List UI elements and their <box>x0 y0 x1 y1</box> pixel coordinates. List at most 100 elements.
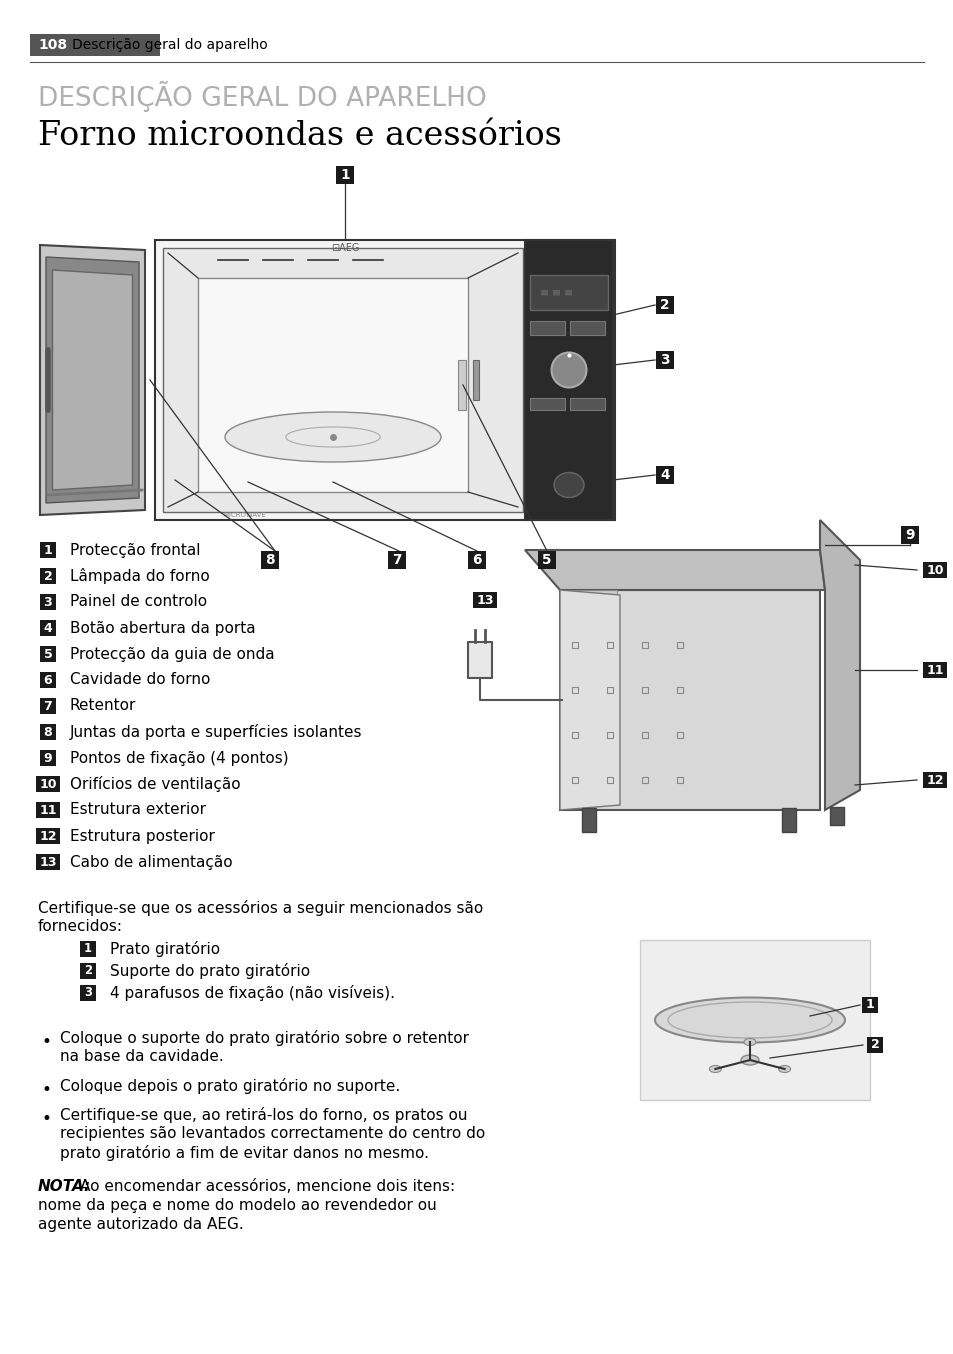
Text: 2: 2 <box>870 1039 879 1052</box>
Text: 5: 5 <box>44 647 52 661</box>
Text: 108: 108 <box>38 38 67 51</box>
Bar <box>530 398 564 410</box>
Text: Orifícios de ventilação: Orifícios de ventilação <box>70 776 240 792</box>
Bar <box>80 941 95 957</box>
Bar <box>163 248 522 512</box>
Bar <box>260 551 279 569</box>
Text: 7: 7 <box>392 552 401 567</box>
Bar <box>39 542 56 558</box>
Bar <box>564 783 613 789</box>
Bar <box>468 642 492 678</box>
Text: 2: 2 <box>44 570 52 582</box>
Text: Lâmpada do forno: Lâmpada do forno <box>70 567 210 584</box>
Text: agente autorizado da AEG.: agente autorizado da AEG. <box>38 1217 244 1232</box>
Text: 4 parafusos de fixação (não visíveis).: 4 parafusos de fixação (não visíveis). <box>110 984 395 1001</box>
Bar <box>923 662 945 678</box>
Text: NOTA:: NOTA: <box>38 1179 91 1194</box>
Text: 2: 2 <box>84 964 91 978</box>
Bar <box>564 726 613 734</box>
Text: Ao encomendar acessórios, mencione dois itens:: Ao encomendar acessórios, mencione dois … <box>80 1179 455 1194</box>
Text: 8: 8 <box>44 726 52 738</box>
Bar <box>861 997 878 1013</box>
Text: Coloque o suporte do prato giratório sobre o retentor: Coloque o suporte do prato giratório sob… <box>60 1030 469 1047</box>
Bar <box>388 551 406 569</box>
Text: 7: 7 <box>44 700 52 712</box>
Text: Suporte do prato giratório: Suporte do prato giratório <box>110 963 310 979</box>
Text: 9: 9 <box>904 528 914 542</box>
Bar <box>564 670 613 678</box>
Text: Retentor: Retentor <box>70 699 136 714</box>
Text: Painel de controlo: Painel de controlo <box>70 594 207 609</box>
Text: Cabo de alimentação: Cabo de alimentação <box>70 854 233 869</box>
Bar <box>80 963 95 979</box>
Bar <box>781 808 795 831</box>
Text: 5: 5 <box>541 552 551 567</box>
Text: Estrutura posterior: Estrutura posterior <box>70 829 214 844</box>
Bar <box>198 278 468 492</box>
Ellipse shape <box>225 412 440 462</box>
Bar <box>829 807 843 825</box>
Text: 13: 13 <box>476 593 494 607</box>
Text: Estrutura exterior: Estrutura exterior <box>70 803 206 818</box>
Text: Protecção frontal: Protecção frontal <box>70 543 200 558</box>
Text: Cavidade do forno: Cavidade do forno <box>70 673 211 688</box>
Text: prato giratório a fim de evitar danos no mesmo.: prato giratório a fim de evitar danos no… <box>60 1145 429 1160</box>
Text: 6: 6 <box>472 552 481 567</box>
Text: 3: 3 <box>44 596 52 608</box>
Bar <box>530 275 607 310</box>
Text: ⊡AEG: ⊡AEG <box>331 242 359 253</box>
Ellipse shape <box>551 352 586 387</box>
Bar <box>656 297 674 314</box>
Text: 3: 3 <box>659 353 669 367</box>
Text: MICROWAVE: MICROWAVE <box>223 512 266 519</box>
Text: recipientes são levantados correctamente do centro do: recipientes são levantados correctamente… <box>60 1127 485 1141</box>
Ellipse shape <box>778 1066 790 1072</box>
Text: 13: 13 <box>39 856 56 868</box>
Bar <box>36 776 60 792</box>
Bar <box>36 853 60 871</box>
Bar <box>39 672 56 688</box>
Text: 6: 6 <box>44 673 52 686</box>
Text: Protecção da guia de onda: Protecção da guia de onda <box>70 646 274 662</box>
Polygon shape <box>52 269 132 490</box>
Text: DESCRIÇÃO GERAL DO APARELHO: DESCRIÇÃO GERAL DO APARELHO <box>38 80 486 111</box>
Text: 1: 1 <box>44 543 52 556</box>
Bar <box>530 321 564 334</box>
Bar <box>569 398 604 410</box>
Text: ||||: |||| <box>563 290 572 295</box>
Bar <box>564 754 613 762</box>
Ellipse shape <box>743 1039 755 1045</box>
Bar <box>569 321 604 334</box>
Bar <box>30 34 160 56</box>
Bar <box>537 551 556 569</box>
Bar <box>656 466 674 485</box>
Text: Prato giratório: Prato giratório <box>110 941 220 957</box>
Text: 4: 4 <box>659 468 669 482</box>
Text: •: • <box>42 1110 51 1128</box>
Text: na base da cavidade.: na base da cavidade. <box>60 1049 224 1064</box>
Bar <box>923 562 945 578</box>
Bar <box>39 593 56 611</box>
Bar <box>900 525 918 544</box>
Text: •: • <box>42 1080 51 1099</box>
Bar <box>335 167 354 184</box>
Bar <box>656 351 674 370</box>
Bar <box>39 567 56 585</box>
Text: ||||: |||| <box>552 290 559 295</box>
Bar <box>36 827 60 845</box>
Bar <box>473 592 497 608</box>
Text: 1: 1 <box>84 942 91 956</box>
Text: Certifique-se que os acessórios a seguir mencionados são: Certifique-se que os acessórios a seguir… <box>38 900 483 917</box>
Bar <box>467 551 486 569</box>
Text: 10: 10 <box>39 777 56 791</box>
Ellipse shape <box>554 473 583 497</box>
Text: 1: 1 <box>864 998 874 1011</box>
Bar <box>36 802 60 818</box>
Bar <box>39 723 56 741</box>
Bar <box>473 360 478 399</box>
Polygon shape <box>46 257 139 502</box>
Polygon shape <box>524 550 824 590</box>
Ellipse shape <box>655 998 844 1043</box>
Bar <box>524 240 613 520</box>
Text: Botão abertura da porta: Botão abertura da porta <box>70 620 255 635</box>
